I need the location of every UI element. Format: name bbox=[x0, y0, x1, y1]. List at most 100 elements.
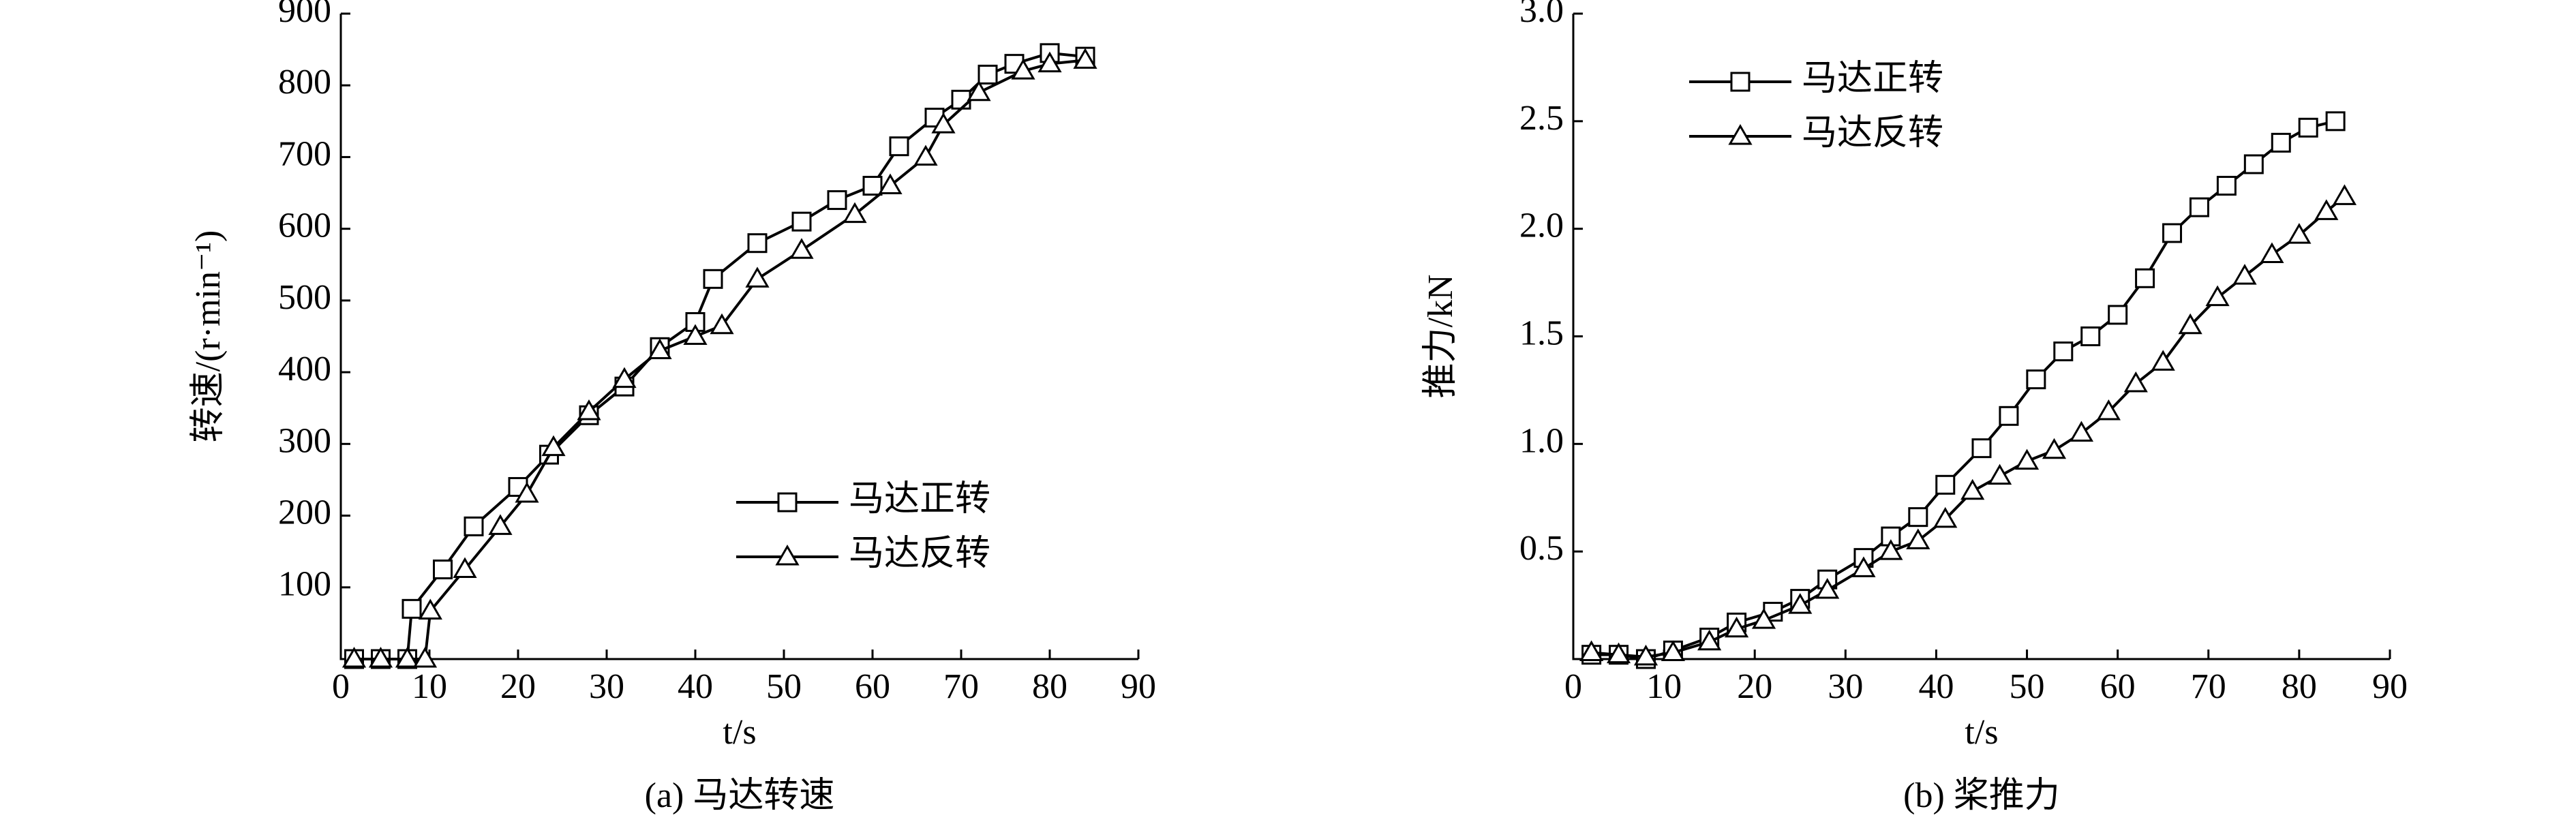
data-point bbox=[2123, 371, 2148, 393]
data-point bbox=[2053, 341, 2074, 362]
data-point bbox=[1879, 539, 1903, 560]
legend-label: 马达反转 bbox=[849, 534, 990, 573]
data-point bbox=[2108, 305, 2128, 325]
data-point bbox=[889, 136, 909, 157]
data-point bbox=[368, 646, 393, 668]
data-point bbox=[1579, 640, 1604, 662]
data-point bbox=[2026, 369, 2046, 390]
data-point bbox=[488, 514, 513, 535]
data-point bbox=[2069, 421, 2094, 442]
x-axis-label: t/s bbox=[1965, 713, 1998, 752]
data-point bbox=[2216, 176, 2237, 196]
data-point bbox=[2287, 223, 2312, 244]
x-tick-label: 80 bbox=[1032, 667, 1067, 706]
x-tick-label: 50 bbox=[766, 667, 802, 706]
data-point bbox=[2135, 268, 2155, 288]
legend-label: 马达正转 bbox=[1802, 59, 1943, 98]
data-point bbox=[843, 202, 867, 224]
y-axis-label: 推力/kN bbox=[1421, 274, 1460, 398]
x-tick-label: 80 bbox=[2282, 667, 2317, 706]
data-point bbox=[862, 176, 883, 196]
x-tick-label: 40 bbox=[1918, 667, 1954, 706]
data-point bbox=[2080, 326, 2101, 346]
data-point bbox=[2298, 117, 2318, 138]
y-tick-label: 900 bbox=[278, 0, 331, 30]
data-point bbox=[1037, 51, 1062, 73]
data-point bbox=[541, 435, 566, 457]
data-point bbox=[1788, 593, 1813, 614]
data-point bbox=[710, 313, 734, 335]
axes bbox=[1572, 14, 2390, 660]
data-point bbox=[2314, 199, 2339, 220]
y-tick-label: 500 bbox=[278, 278, 331, 317]
y-tick-label: 100 bbox=[278, 565, 331, 604]
data-point bbox=[2232, 264, 2257, 285]
data-point bbox=[1606, 642, 1631, 664]
x-tick-label: 70 bbox=[2191, 667, 2226, 706]
data-point bbox=[1906, 528, 1930, 549]
x-tick-label: 70 bbox=[943, 667, 979, 706]
x-axis-label: t/s bbox=[723, 713, 756, 752]
legend-label: 马达反转 bbox=[1802, 114, 1943, 153]
y-tick-label: 700 bbox=[278, 134, 331, 173]
data-point bbox=[2205, 285, 2230, 307]
data-point bbox=[967, 80, 991, 102]
data-point bbox=[1011, 59, 1035, 80]
data-point bbox=[2260, 242, 2284, 264]
data-point bbox=[401, 598, 422, 619]
data-point bbox=[577, 399, 601, 421]
legend-label: 马达正转 bbox=[849, 480, 990, 519]
series-line bbox=[1591, 195, 2346, 658]
x-tick-label: 90 bbox=[2372, 667, 2408, 706]
caption: (a) 马达转速 bbox=[645, 776, 835, 815]
y-tick-label: 3.0 bbox=[1519, 0, 1564, 30]
data-point bbox=[418, 598, 442, 620]
data-point bbox=[2271, 132, 2291, 153]
legend-marker bbox=[775, 544, 800, 566]
data-point bbox=[1908, 507, 1928, 528]
series-line bbox=[1591, 119, 2336, 661]
x-tick-label: 10 bbox=[412, 667, 447, 706]
data-point bbox=[2014, 448, 2040, 470]
data-point bbox=[878, 173, 903, 195]
data-point bbox=[913, 144, 938, 166]
y-tick-label: 1.0 bbox=[1519, 421, 1564, 460]
data-point bbox=[1971, 438, 1992, 459]
x-tick-label: 60 bbox=[2100, 667, 2136, 706]
data-point bbox=[412, 646, 438, 668]
x-tick-label: 40 bbox=[678, 667, 713, 706]
y-tick-label: 300 bbox=[278, 421, 331, 460]
y-tick-label: 800 bbox=[278, 63, 331, 102]
data-point bbox=[2243, 154, 2264, 174]
data-point bbox=[1697, 629, 1722, 651]
data-point bbox=[2042, 438, 2067, 459]
y-tick-label: 400 bbox=[278, 350, 331, 388]
y-tick-label: 0.5 bbox=[1519, 529, 1564, 568]
data-point bbox=[789, 238, 814, 259]
data-point bbox=[978, 64, 998, 85]
data-point bbox=[464, 516, 484, 536]
data-point bbox=[648, 338, 672, 360]
data-point bbox=[951, 89, 971, 110]
data-point bbox=[2178, 313, 2202, 335]
x-tick-label: 30 bbox=[589, 667, 624, 706]
data-point bbox=[2332, 184, 2357, 205]
x-tick-label: 0 bbox=[1564, 667, 1582, 706]
x-tick-label: 20 bbox=[1737, 667, 1772, 706]
data-point bbox=[703, 269, 723, 289]
axes bbox=[339, 14, 1138, 660]
y-axis-label: 转速/(r·min⁻¹) bbox=[189, 230, 228, 443]
data-point bbox=[2151, 350, 2175, 371]
data-point bbox=[1633, 644, 1658, 666]
x-tick-label: 50 bbox=[2010, 667, 2045, 706]
data-point bbox=[395, 646, 420, 668]
x-tick-label: 20 bbox=[500, 667, 536, 706]
data-point bbox=[1933, 506, 1958, 528]
data-point bbox=[1988, 463, 2012, 485]
legend-marker bbox=[1728, 123, 1753, 145]
x-tick-label: 0 bbox=[332, 667, 350, 706]
data-point bbox=[791, 211, 812, 232]
x-tick-label: 60 bbox=[855, 667, 890, 706]
data-point bbox=[1999, 406, 2019, 426]
